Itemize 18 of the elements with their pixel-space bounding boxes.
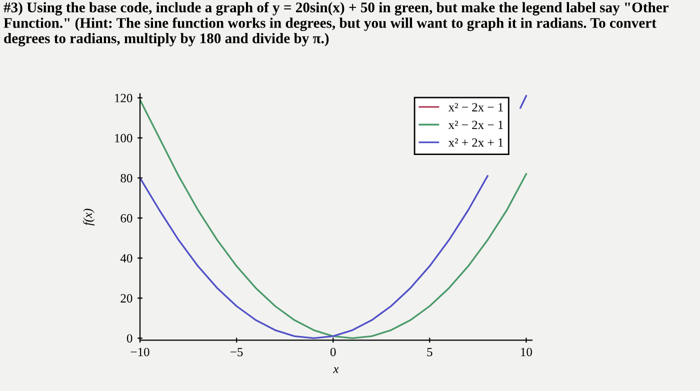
y-tick-label: 100 <box>115 134 132 142</box>
y-tick-label: 120 <box>115 94 132 102</box>
x-tick-label: 5 <box>427 348 432 356</box>
chart-title: #3) Using the base code, include a graph of y = 20sin(x) + 50 in green, but make the legend label say "Other Function." (Hint: The sine function works in degrees, but you will want to graph it in radians. To convert degrees to radians, multiply by 180 and divide by π.) <box>4 2 669 46</box>
y-tick-label: 20 <box>120 294 132 303</box>
x-tick-label: −5 <box>230 348 243 356</box>
x-tick-label: −10 <box>130 348 150 356</box>
y-tick-label: 40 <box>120 254 132 263</box>
legend-label: x² − 2x − 1 <box>448 103 503 112</box>
y-tick-label: 60 <box>120 214 132 222</box>
legend-label: x² − 2x − 1 <box>448 120 503 129</box>
x-tick-label: 10 <box>521 348 532 356</box>
legend-label: x² + 2x + 1 <box>448 138 503 147</box>
x-axis-title: x <box>333 367 339 374</box>
y-tick-label: 0 <box>126 334 132 343</box>
x-tick-label: 0 <box>330 348 336 356</box>
y-tick-label: 80 <box>120 174 132 182</box>
y-axis-title: f(x) <box>83 208 95 226</box>
